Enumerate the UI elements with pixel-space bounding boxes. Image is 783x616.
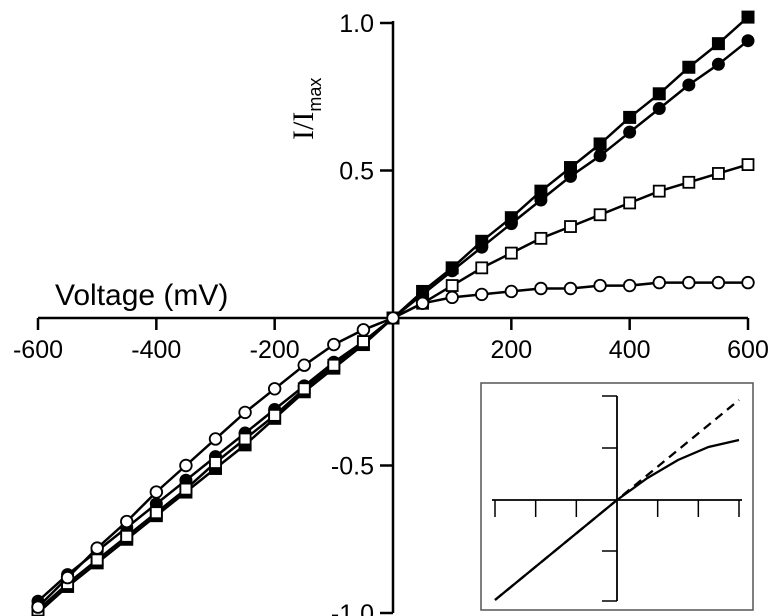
x-axis-title: Voltage (mV): [55, 279, 228, 312]
data-point: [682, 175, 696, 189]
x-tick-label: 200: [490, 336, 532, 364]
data-point: [741, 158, 755, 172]
data-point: [534, 281, 548, 296]
x-tick-label: -400: [131, 336, 181, 364]
data-point: [475, 261, 489, 275]
data-point: [682, 60, 696, 74]
data-point: [622, 278, 637, 293]
data-point: [712, 167, 725, 180]
data-point: [238, 405, 252, 420]
series-open-circle: [31, 275, 755, 614]
data-point: [238, 432, 252, 446]
data-point: [120, 529, 134, 543]
data-point: [327, 337, 341, 352]
data-point: [208, 432, 223, 446]
data-point: [297, 358, 311, 372]
data-point: [682, 78, 696, 92]
inset-chart: [480, 382, 754, 611]
data-point: [31, 600, 45, 614]
data-point: [209, 456, 222, 469]
data-point: [593, 137, 607, 151]
data-point: [564, 220, 577, 233]
data-point: [356, 323, 371, 337]
data-point: [504, 217, 518, 231]
data-point: [534, 193, 548, 207]
data-point: [652, 87, 666, 101]
inset-series-solid: [494, 438, 740, 601]
data-point: [623, 196, 637, 210]
data-point: [179, 458, 193, 473]
data-point: [475, 287, 489, 302]
svg-text:I/Imax: I/Imax: [287, 78, 325, 140]
x-tick-label: -200: [250, 336, 300, 364]
data-point: [652, 184, 666, 198]
data-point: [711, 57, 725, 71]
data-point: [593, 278, 607, 293]
data-point: [711, 37, 725, 51]
data-point: [741, 34, 755, 48]
data-point: [563, 281, 578, 296]
x-tick-label: 600: [727, 336, 769, 364]
data-point: [534, 231, 548, 245]
data-point: [149, 506, 163, 520]
series-layer: [31, 10, 755, 616]
data-point: [179, 482, 193, 496]
data-point: [90, 553, 104, 567]
main-axes: -600 -400 -200 200 400 600 1.0 0.5 -0.5 -1.0: [13, 10, 769, 616]
data-point: [149, 485, 164, 499]
data-point: [445, 279, 459, 292]
y-tick-label: 0.5: [339, 158, 374, 186]
y-axis-title: I/Imax: [287, 78, 325, 140]
y-tick-label: -1.0: [331, 600, 374, 616]
data-point: [386, 311, 400, 325]
data-point: [593, 149, 607, 163]
data-point: [564, 169, 577, 183]
data-point: [268, 408, 282, 422]
data-point: [652, 275, 666, 290]
data-point: [415, 296, 430, 310]
data-point: [652, 102, 666, 116]
data-point: [741, 275, 755, 290]
data-point: [90, 541, 104, 555]
data-point: [120, 514, 134, 529]
x-tick-label: 400: [609, 336, 651, 364]
data-point: [327, 358, 341, 372]
data-point: [357, 335, 370, 349]
y-tick-label: 1.0: [339, 10, 374, 38]
data-point: [711, 275, 726, 290]
data-point: [741, 10, 755, 24]
y-axis-title-sub: max: [305, 78, 325, 112]
data-point: [504, 284, 519, 299]
data-point: [475, 240, 489, 254]
x-tick-label: -600: [13, 336, 63, 364]
y-axis-title-main: I/I: [287, 112, 320, 140]
y-tick-label: -0.5: [331, 453, 374, 481]
data-point: [504, 246, 518, 260]
data-point: [297, 382, 311, 396]
data-point: [623, 110, 637, 124]
data-point: [267, 382, 282, 396]
data-point: [623, 125, 637, 139]
data-point: [445, 290, 459, 305]
data-point: [445, 264, 459, 278]
data-point: [60, 570, 75, 585]
data-point: [593, 208, 607, 222]
data-point: [682, 275, 696, 290]
